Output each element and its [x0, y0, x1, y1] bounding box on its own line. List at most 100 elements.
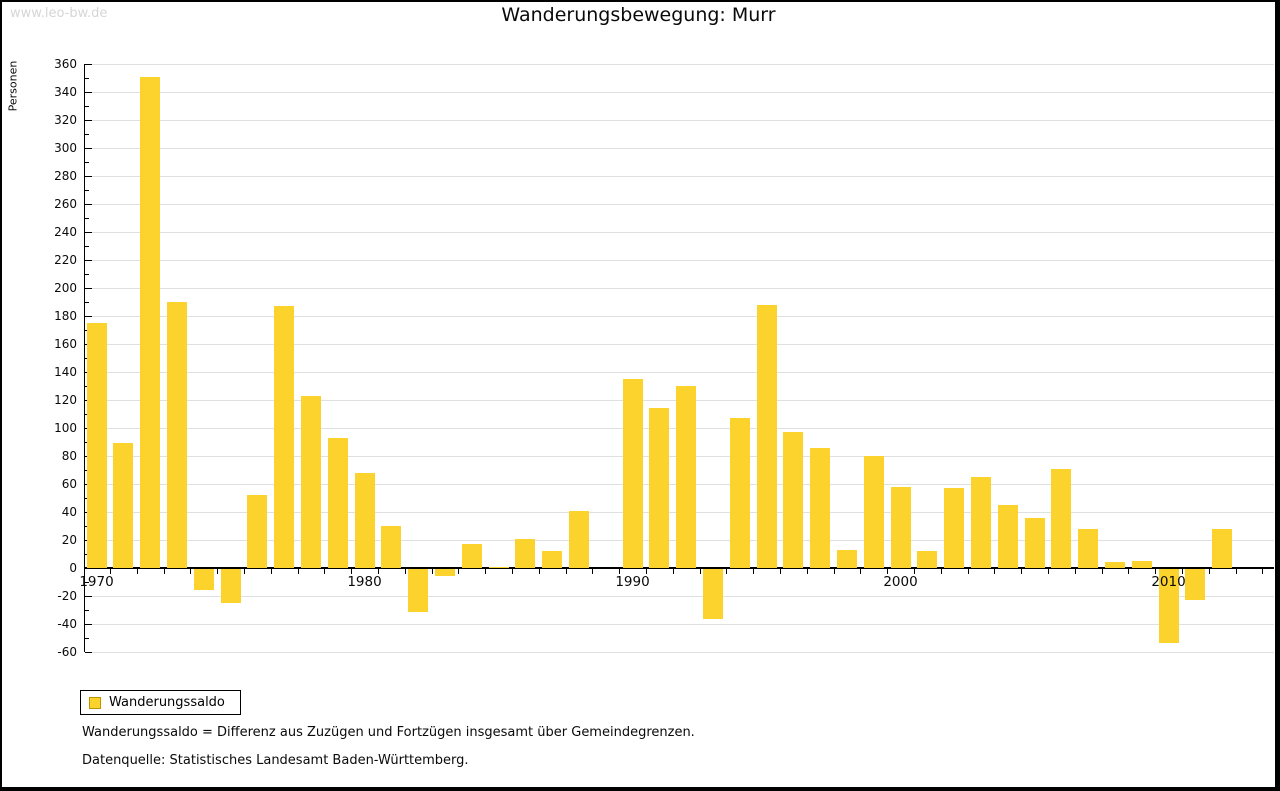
bar-1979	[327, 437, 348, 568]
gridline	[85, 316, 1274, 317]
y-tick-label: 200	[54, 281, 77, 295]
watermark: www.leo-bw.de	[10, 6, 108, 21]
bar-1971	[113, 443, 134, 568]
y-tick	[85, 162, 89, 163]
x-tick	[619, 569, 621, 574]
x-tick	[431, 569, 433, 574]
y-tick-label: 0	[69, 561, 77, 575]
gridline	[85, 624, 1274, 625]
legend-swatch	[89, 696, 101, 709]
y-tick	[85, 316, 92, 317]
bar-1972	[140, 76, 161, 568]
bar-1994	[729, 418, 750, 568]
y-axis-title: Personen	[6, 60, 20, 112]
zero-axis-line	[84, 567, 1274, 569]
bar-1983	[434, 569, 455, 576]
y-tick	[85, 92, 92, 93]
bar-1988	[568, 510, 589, 568]
y-tick-label: -40	[57, 617, 77, 631]
bar-1974	[193, 569, 214, 590]
y-tick	[85, 134, 89, 135]
y-tick-label: 160	[54, 337, 77, 351]
y-tick	[85, 582, 89, 583]
y-tick-label: -20	[57, 589, 77, 603]
bar-2007	[1078, 528, 1099, 568]
x-tick	[324, 569, 326, 574]
y-tick-label: 120	[54, 393, 77, 407]
y-tick	[85, 596, 92, 597]
bar-2008	[1104, 562, 1125, 568]
x-tick	[217, 569, 219, 574]
bar-1999	[863, 456, 884, 568]
gridline	[85, 148, 1274, 149]
bar-2004	[997, 505, 1018, 568]
y-tick-label: 140	[54, 365, 77, 379]
x-tick	[994, 569, 996, 574]
x-tick-label-2010: 2010	[1151, 574, 1186, 590]
bar-1997	[810, 447, 831, 568]
x-tick	[351, 569, 353, 574]
x-tick	[672, 569, 674, 574]
y-tick	[85, 288, 92, 289]
x-tick	[1208, 569, 1210, 574]
y-tick	[85, 246, 89, 247]
x-tick	[860, 569, 862, 574]
bar-2010	[1158, 569, 1179, 644]
y-tick	[85, 148, 92, 149]
y-tick	[85, 120, 92, 121]
bar-1975	[220, 569, 241, 603]
x-tick	[1128, 569, 1130, 574]
gridline	[85, 652, 1274, 653]
chart-title: Wanderungsbewegung: Murr	[501, 4, 776, 26]
y-axis-line	[84, 64, 85, 652]
bar-1991	[649, 408, 670, 568]
y-tick-label: 220	[54, 253, 77, 267]
y-tick-label: 40	[61, 505, 77, 519]
x-tick-label-1970: 1970	[79, 574, 114, 590]
x-tick	[270, 569, 272, 574]
x-tick	[592, 569, 594, 574]
x-tick-label-2000: 2000	[883, 574, 918, 590]
bar-2001	[917, 551, 938, 568]
y-tick-label: 360	[54, 57, 77, 71]
bar-1970	[86, 323, 107, 568]
y-tick-label: 20	[61, 533, 77, 547]
bar-1996	[783, 432, 804, 568]
gridline	[85, 176, 1274, 177]
x-tick	[645, 569, 647, 574]
y-tick-label: 300	[54, 141, 77, 155]
bar-1995	[756, 304, 777, 568]
x-tick	[1074, 569, 1076, 574]
bar-1992	[676, 386, 697, 568]
y-tick-label: -60	[57, 645, 77, 659]
y-tick	[85, 610, 89, 611]
x-tick	[967, 569, 969, 574]
x-tick	[163, 569, 165, 574]
bar-1984	[461, 544, 482, 568]
y-tick-label: 180	[54, 309, 77, 323]
x-tick	[1021, 569, 1023, 574]
x-tick	[538, 569, 540, 574]
y-tick	[85, 78, 89, 79]
plot-area: 1970 1980 1990 2000 2010	[79, 64, 1274, 653]
y-tick-label: 280	[54, 169, 77, 183]
gridline	[85, 260, 1274, 261]
legend-box: Wanderungssaldo	[80, 690, 241, 715]
x-tick	[297, 569, 299, 574]
x-tick-label-1980: 1980	[347, 574, 382, 590]
x-tick	[404, 569, 406, 574]
gridline	[85, 204, 1274, 205]
bar-1982	[408, 569, 429, 613]
x-tick	[1235, 569, 1237, 574]
y-tick	[85, 190, 89, 191]
x-tick	[1181, 569, 1183, 574]
y-tick-label: 340	[54, 85, 77, 99]
bar-1990	[622, 379, 643, 568]
y-tick-label: 260	[54, 197, 77, 211]
gridline	[85, 120, 1274, 121]
bar-2002	[944, 488, 965, 568]
gridline	[85, 92, 1274, 93]
bar-1993	[702, 569, 723, 620]
bar-1978	[300, 395, 321, 568]
bar-2005	[1024, 517, 1045, 568]
